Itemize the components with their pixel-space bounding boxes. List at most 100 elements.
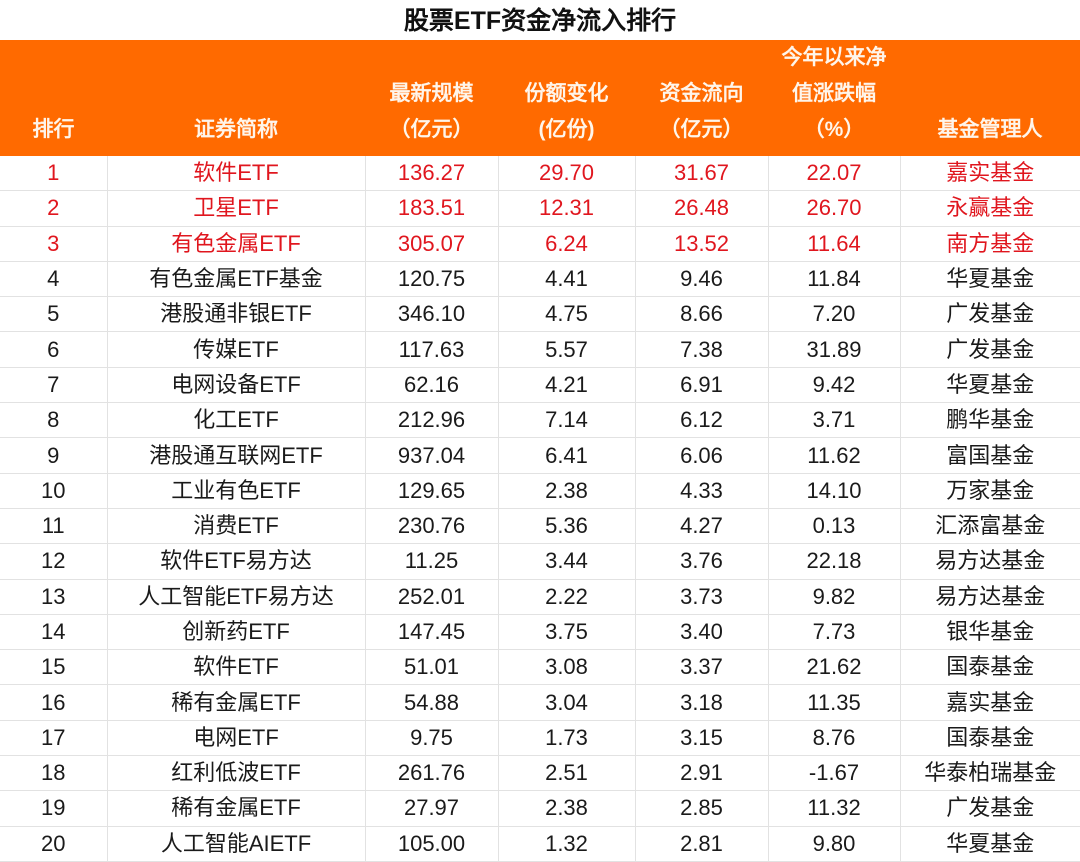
table-row: 12 软件ETF易方达 11.25 3.44 3.76 22.18 易方达基金 — [0, 543, 1080, 580]
cell-latest-scale: 136.27 — [364, 156, 499, 192]
cell-security-name: 红利低波ETF — [106, 755, 366, 792]
header-rank: 排行 — [0, 40, 107, 156]
cell-fund-manager: 华夏基金 — [899, 366, 1080, 404]
cell-security-name: 卫星ETF — [106, 190, 366, 227]
cell-rank: 11 — [0, 507, 108, 545]
cell-fund-manager: 汇添富基金 — [899, 507, 1080, 545]
cell-fund-manager: 富国基金 — [899, 437, 1080, 474]
header-line: 份额变化 — [524, 82, 609, 105]
cell-latest-scale: 261.76 — [364, 755, 499, 792]
cell-fund-flow: 3.15 — [634, 719, 769, 757]
cell-share-change: 4.75 — [497, 296, 636, 333]
cell-fund-manager: 永赢基金 — [899, 190, 1080, 227]
header-line: （亿元） — [659, 118, 744, 141]
cell-share-change: 6.24 — [497, 225, 636, 262]
cell-fund-flow: 4.33 — [634, 472, 769, 509]
cell-share-change: 1.73 — [497, 719, 636, 757]
header-line: 排行 — [32, 118, 75, 141]
cell-fund-flow: 7.38 — [634, 331, 769, 368]
cell-share-change: 12.31 — [497, 190, 636, 227]
cell-ytd-nav-change: 11.32 — [767, 790, 901, 827]
cell-latest-scale: 62.16 — [364, 366, 499, 404]
cell-ytd-nav-change: 11.64 — [767, 225, 901, 262]
cell-fund-manager: 广发基金 — [899, 790, 1080, 827]
cell-ytd-nav-change: 11.62 — [767, 437, 901, 474]
table-row: 20 人工智能AIETF 105.00 1.32 2.81 9.80 华夏基金 — [0, 825, 1080, 862]
cell-security-name: 创新药ETF — [106, 613, 366, 651]
cell-latest-scale: 51.01 — [364, 649, 499, 686]
cell-rank: 2 — [0, 190, 108, 227]
cell-security-name: 传媒ETF — [106, 331, 366, 368]
table-row: 11 消费ETF 230.76 5.36 4.27 0.13 汇添富基金 — [0, 507, 1080, 545]
header-latest-scale: 最新规模 （亿元） — [365, 40, 498, 156]
table-row: 10 工业有色ETF 129.65 2.38 4.33 14.10 万家基金 — [0, 472, 1080, 509]
header-fund-manager: 基金管理人 — [900, 40, 1080, 156]
table-row: 3 有色金属ETF 305.07 6.24 13.52 11.64 南方基金 — [0, 225, 1080, 262]
table-row: 8 化工ETF 212.96 7.14 6.12 3.71 鹏华基金 — [0, 402, 1080, 439]
cell-fund-manager: 嘉实基金 — [899, 684, 1080, 721]
cell-fund-manager: 南方基金 — [899, 225, 1080, 262]
cell-fund-manager: 华夏基金 — [899, 825, 1080, 862]
cell-ytd-nav-change: 7.73 — [767, 613, 901, 651]
cell-fund-manager: 易方达基金 — [899, 578, 1080, 615]
cell-fund-manager: 万家基金 — [899, 472, 1080, 509]
cell-latest-scale: 937.04 — [364, 437, 499, 474]
cell-fund-flow: 3.40 — [634, 613, 769, 651]
cell-fund-flow: 13.52 — [634, 225, 769, 262]
cell-share-change: 7.14 — [497, 402, 636, 439]
cell-share-change: 6.41 — [497, 437, 636, 474]
table-header-row: 排行 证券简称 最新规模 （亿元） 份额变化 (亿份) 资金流向 （亿元） 今年以来净 值涨跌幅 （… — [0, 40, 1080, 156]
cell-fund-manager: 鹏华基金 — [899, 402, 1080, 439]
table-row: 4 有色金属ETF基金 120.75 4.41 9.46 11.84 华夏基金 — [0, 260, 1080, 298]
cell-rank: 13 — [0, 578, 108, 615]
cell-fund-manager: 易方达基金 — [899, 543, 1080, 580]
cell-latest-scale: 27.97 — [364, 790, 499, 827]
cell-share-change: 3.75 — [497, 613, 636, 651]
header-line: 基金管理人 — [937, 118, 1043, 141]
header-line: （亿元） — [389, 118, 474, 141]
table-row: 15 软件ETF 51.01 3.08 3.37 21.62 国泰基金 — [0, 649, 1080, 686]
cell-ytd-nav-change: 31.89 — [767, 331, 901, 368]
cell-ytd-nav-change: 26.70 — [767, 190, 901, 227]
cell-share-change: 5.36 — [497, 507, 636, 545]
table-row: 1 软件ETF 136.27 29.70 31.67 22.07 嘉实基金 — [0, 156, 1080, 192]
cell-fund-manager: 国泰基金 — [899, 649, 1080, 686]
cell-fund-flow: 31.67 — [634, 156, 769, 192]
cell-rank: 12 — [0, 543, 108, 580]
cell-latest-scale: 129.65 — [364, 472, 499, 509]
cell-share-change: 4.41 — [497, 260, 636, 298]
cell-share-change: 3.04 — [497, 684, 636, 721]
cell-latest-scale: 11.25 — [364, 543, 499, 580]
cell-rank: 6 — [0, 331, 108, 368]
cell-share-change: 2.38 — [497, 472, 636, 509]
table-row: 19 稀有金属ETF 27.97 2.38 2.85 11.32 广发基金 — [0, 790, 1080, 827]
cell-latest-scale: 120.75 — [364, 260, 499, 298]
cell-rank: 14 — [0, 613, 108, 651]
cell-security-name: 软件ETF易方达 — [106, 543, 366, 580]
cell-security-name: 有色金属ETF基金 — [106, 260, 366, 298]
cell-latest-scale: 346.10 — [364, 296, 499, 333]
cell-latest-scale: 105.00 — [364, 825, 499, 862]
cell-security-name: 稀有金属ETF — [106, 790, 366, 827]
cell-security-name: 港股通互联网ETF — [106, 437, 366, 474]
header-line: 今年以来净 — [781, 46, 887, 69]
cell-fund-flow: 3.73 — [634, 578, 769, 615]
cell-security-name: 软件ETF — [106, 156, 366, 192]
cell-share-change: 2.22 — [497, 578, 636, 615]
cell-rank: 17 — [0, 719, 108, 757]
cell-latest-scale: 117.63 — [364, 331, 499, 368]
cell-fund-manager: 广发基金 — [899, 331, 1080, 368]
cell-latest-scale: 147.45 — [364, 613, 499, 651]
cell-rank: 5 — [0, 296, 108, 333]
table-row: 14 创新药ETF 147.45 3.75 3.40 7.73 银华基金 — [0, 613, 1080, 651]
header-security-name: 证券简称 — [107, 40, 365, 156]
cell-share-change: 1.32 — [497, 825, 636, 862]
cell-security-name: 软件ETF — [106, 649, 366, 686]
cell-rank: 9 — [0, 437, 108, 474]
cell-fund-flow: 6.12 — [634, 402, 769, 439]
table-row: 17 电网ETF 9.75 1.73 3.15 8.76 国泰基金 — [0, 719, 1080, 757]
table-row: 5 港股通非银ETF 346.10 4.75 8.66 7.20 广发基金 — [0, 296, 1080, 333]
cell-fund-manager: 嘉实基金 — [899, 156, 1080, 192]
cell-rank: 3 — [0, 225, 108, 262]
cell-fund-flow: 2.81 — [634, 825, 769, 862]
